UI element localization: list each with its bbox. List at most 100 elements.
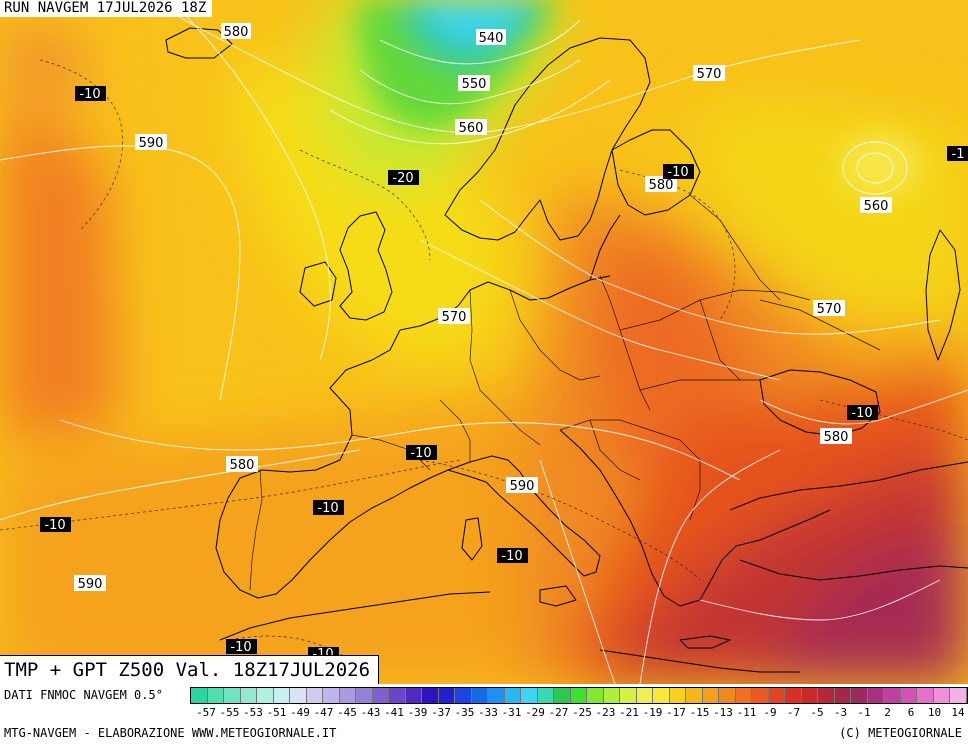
color-swatch — [669, 688, 686, 703]
color-swatch — [356, 688, 373, 703]
scale-tick-label: 2 — [884, 706, 891, 719]
color-swatch — [554, 688, 571, 703]
scale-tick-label: -39 — [407, 706, 428, 719]
color-swatch — [834, 688, 851, 703]
gpt-label: 590 — [74, 575, 106, 592]
color-swatch — [603, 688, 620, 703]
svg-text:-10: -10 — [44, 518, 65, 533]
scale-tick-label: -37 — [431, 706, 451, 719]
color-swatch — [884, 688, 901, 703]
scale-tick-label: -41 — [384, 706, 404, 719]
gpt-isolines — [0, 0, 968, 684]
svg-text:-10: -10 — [501, 549, 522, 564]
color-swatch — [653, 688, 670, 703]
color-swatch — [752, 688, 769, 703]
gpt-label: 590 — [506, 477, 538, 494]
svg-text:-10: -10 — [851, 406, 872, 421]
color-scale-ticks: -57 -55 -53 -51 -49 -47 -45 -43 -41 -39 -37 -35 -33-… — [190, 706, 968, 720]
tmp-label: -10 — [313, 500, 344, 516]
map-caption: TMP + GPT Z500 Val. 18Z17JUL2026 — [0, 655, 380, 684]
scale-tick-label: -49 — [290, 706, 310, 719]
gpt-label: 570 — [693, 65, 725, 82]
svg-text:570: 570 — [442, 310, 467, 325]
color-swatch — [306, 688, 323, 703]
svg-text:540: 540 — [479, 31, 504, 46]
color-swatch — [455, 688, 472, 703]
gpt-label: 580 — [645, 176, 677, 193]
scale-tick-label: -9 — [763, 706, 777, 719]
scale-tick-label: -29 — [525, 706, 545, 719]
data-source-label: DATI FNMOC NAVGEM 0.5° — [4, 688, 163, 702]
svg-text:550: 550 — [462, 77, 487, 92]
color-swatch — [851, 688, 868, 703]
scale-tick-label: -21 — [619, 706, 639, 719]
scale-tick-label: -27 — [548, 706, 569, 719]
gpt-label: 590 — [135, 134, 167, 151]
color-swatch — [273, 688, 290, 703]
color-swatch — [620, 688, 637, 703]
color-swatch — [768, 688, 785, 703]
scale-tick-label: -15 — [689, 706, 710, 719]
svg-text:590: 590 — [78, 577, 103, 592]
color-swatch — [735, 688, 752, 703]
coastlines — [165, 27, 968, 673]
tmp-label: -10 — [226, 639, 257, 655]
svg-text:-10: -10 — [317, 501, 338, 516]
color-swatch — [488, 688, 505, 703]
color-swatch — [290, 688, 307, 703]
svg-text:-10: -10 — [410, 446, 431, 461]
svg-text:-1: -1 — [952, 147, 965, 162]
color-swatch — [191, 688, 208, 703]
color-swatch — [900, 688, 917, 703]
svg-text:580: 580 — [224, 25, 249, 40]
color-swatch — [537, 688, 554, 703]
scale-tick-label: 14 — [951, 706, 965, 719]
color-swatch — [422, 688, 439, 703]
scale-tick-label: -13 — [713, 706, 733, 719]
footer-copyright: (C) METEOGIORNALE — [839, 726, 962, 740]
color-swatch — [702, 688, 719, 703]
svg-text:560: 560 — [459, 121, 484, 136]
color-swatch — [636, 688, 653, 703]
temperature-field — [0, 0, 968, 684]
color-swatch — [686, 688, 703, 703]
color-swatch — [471, 688, 488, 703]
color-swatch — [818, 688, 835, 703]
scale-tick-label: -45 — [337, 706, 357, 719]
scale-tick-label: 6 — [907, 706, 915, 719]
color-swatch — [933, 688, 950, 703]
footer-credit: MTG-NAVGEM - ELABORAZIONE WWW.METEOGIORN… — [4, 726, 337, 740]
color-swatch — [867, 688, 884, 703]
color-swatch — [257, 688, 274, 703]
color-swatch — [207, 688, 224, 703]
color-swatch — [801, 688, 818, 703]
svg-text:570: 570 — [697, 67, 722, 82]
scale-tick-label: -31 — [501, 706, 522, 719]
gpt-labels: 580 540 550 560 570 590 580 560 570 570 … — [74, 23, 892, 592]
tmp-label: -10 — [497, 548, 528, 564]
scale-tick-label: -57 — [196, 706, 216, 719]
scale-tick-label: -47 — [313, 706, 334, 719]
color-swatch — [570, 688, 587, 703]
color-swatch — [389, 688, 406, 703]
tmp-label: -10 — [663, 164, 694, 180]
color-swatch — [323, 688, 340, 703]
scale-tick-label: -19 — [642, 706, 663, 719]
color-swatch — [587, 688, 604, 703]
gpt-label: 550 — [458, 75, 490, 92]
color-swatch — [521, 688, 538, 703]
svg-text:-10: -10 — [79, 87, 100, 102]
scale-tick-label: -55 — [219, 706, 240, 719]
svg-text:590: 590 — [139, 136, 164, 151]
gpt-label: 580 — [226, 456, 258, 473]
scale-tick-label: -7 — [786, 706, 801, 719]
svg-text:-20: -20 — [392, 171, 413, 186]
gpt-label: 560 — [860, 197, 892, 214]
scale-tick-label: -3 — [833, 706, 848, 719]
color-swatch — [240, 688, 257, 703]
run-label: RUN NAVGEM 17JUL2026 18Z — [0, 0, 213, 17]
scale-tick-label: -33 — [478, 706, 498, 719]
color-swatch — [917, 688, 934, 703]
svg-text:580: 580 — [824, 430, 849, 445]
svg-text:-10: -10 — [230, 640, 251, 655]
